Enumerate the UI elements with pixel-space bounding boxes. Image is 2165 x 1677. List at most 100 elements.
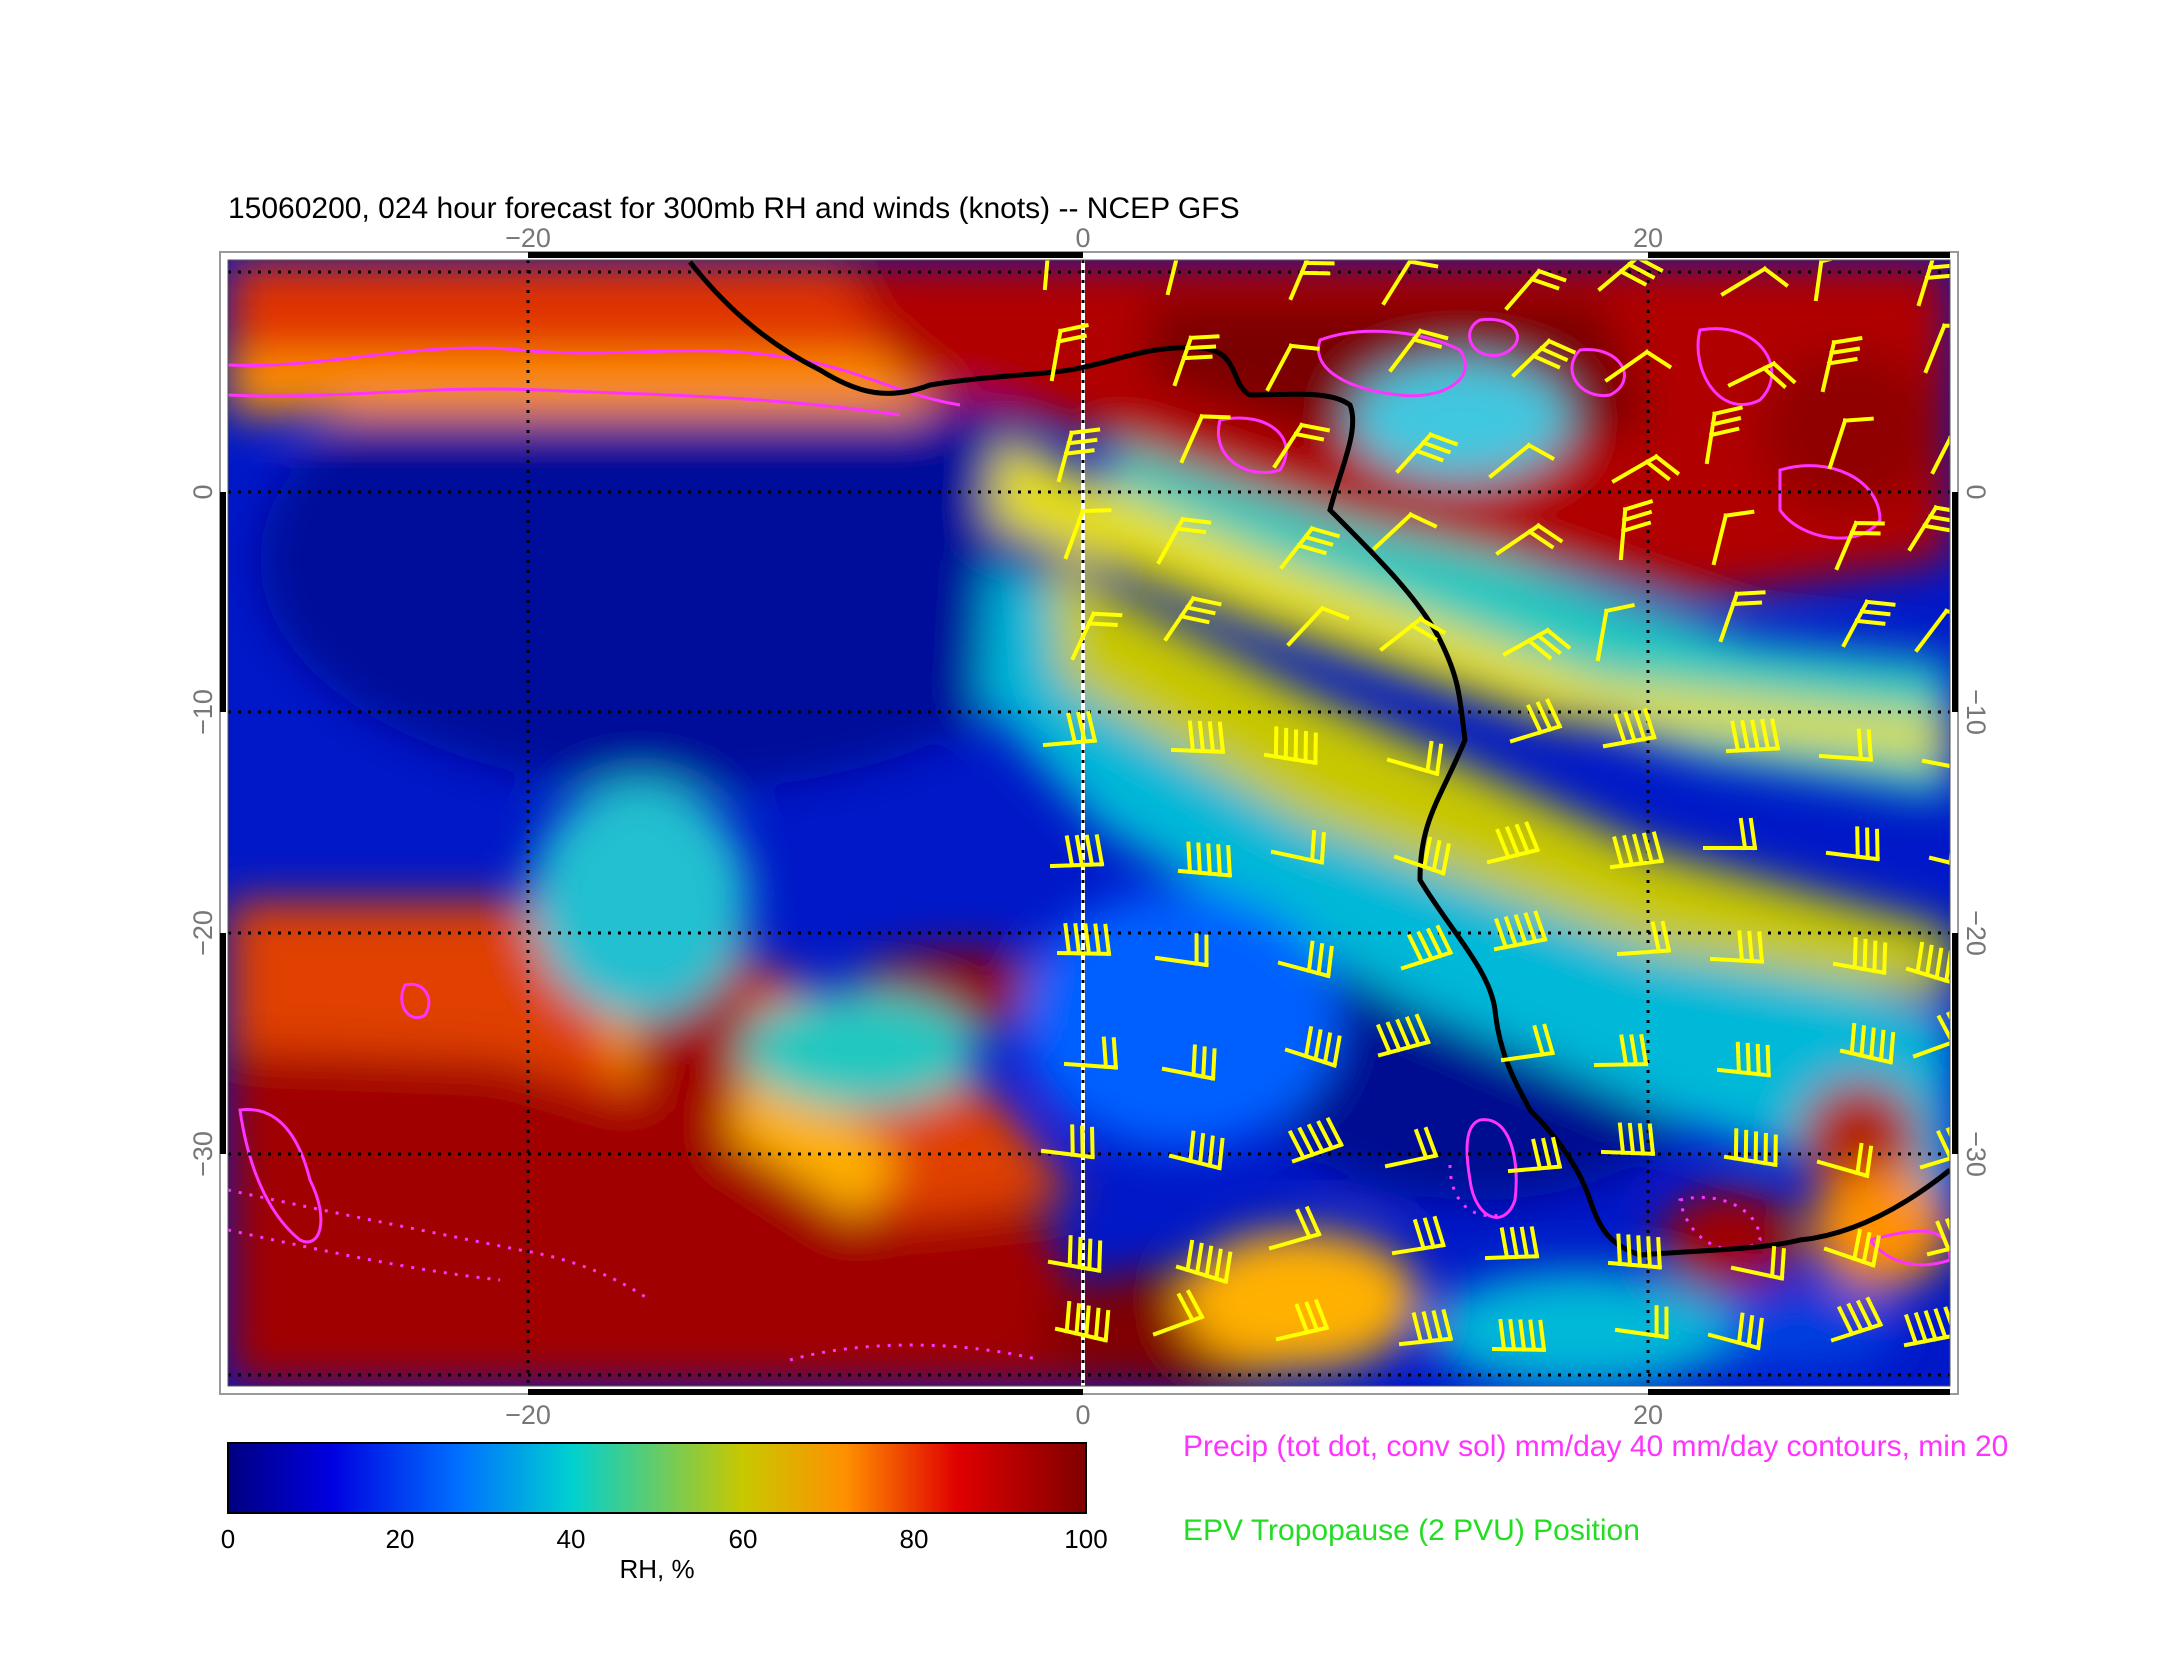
wind-barb-glyph [1495,522,1564,556]
wind-barb-glyph [1054,1300,1111,1343]
wind-barb-glyph [1040,1124,1095,1160]
wind-barb-glyph [1056,922,1112,957]
wind-barb-glyph [1165,260,1209,296]
lat-tick-right-0: 0 [1961,484,1991,499]
wind-barb-glyph [1905,941,1950,987]
colorbar-label: RH, % [619,1554,694,1584]
wind-barb [1511,338,1577,378]
wind-barb-glyph [1923,323,1950,374]
wind-barb [1618,499,1654,561]
wind-barb-glyph [1172,334,1220,387]
wind-barb-glyph [1507,1136,1563,1174]
wind-barb [1727,360,1797,389]
wind-barb [1379,616,1447,652]
wind-barb [1493,910,1548,952]
wind-barb [1042,710,1098,748]
wind-barb-glyph [1723,1128,1778,1168]
wind-barb [1270,829,1326,865]
wind-barb-glyph [1825,826,1880,862]
wind-barb-glyph [1707,1312,1764,1351]
wind-barb-glyph [1275,1298,1330,1342]
wind-barb-glyph [1916,260,1950,307]
wind-barb-glyph [1268,1205,1322,1251]
wind-barb [1816,1142,1874,1179]
wind-barb-glyph [1597,260,1664,292]
wind-barb [1704,405,1744,465]
wind-barb-glyph [1930,425,1950,475]
wind-barb-glyph [1393,836,1451,876]
wind-barb [1056,427,1101,483]
wind-barb [1823,1228,1881,1268]
wind-barb-glyph [1395,431,1459,474]
wind-barb [1179,413,1231,464]
lon-tick-top-w20: −20 [505,223,551,253]
wind-barb [1703,817,1758,851]
wind-barb-glyph [1286,605,1350,647]
wind-barb [1827,416,1874,470]
wind-barb-glyph [1284,1026,1342,1068]
colorbar: 0 20 40 60 80 100 RH, % [221,1442,1108,1584]
lon-tick-top-e20: 20 [1633,223,1663,253]
wind-barb-glyph [1070,611,1123,661]
wind-barb-glyph [1616,920,1672,957]
wind-barb [1491,1318,1547,1353]
wind-barb [1495,522,1564,556]
wind-barb [1161,1044,1217,1081]
wind-barb-glyph [1725,718,1781,754]
wind-barb [1063,508,1112,560]
wind-barb-glyph [1830,1296,1884,1343]
wind-barb [1163,595,1222,642]
wind-barb [1916,260,1950,307]
wind-barb-glyph [1177,841,1232,878]
wind-barb-glyph [1709,930,1765,964]
precip-dotted [228,1164,1762,1362]
wind-barb [1830,1296,1884,1343]
wind-barb [1730,1245,1786,1281]
lon-tick-bottom-w20: −20 [505,1400,551,1430]
wind-barb [1386,740,1444,777]
wind-barb [1905,941,1950,987]
wind-barb-glyph [1263,726,1318,766]
precip-contours [228,317,1950,1267]
wind-barb-glyph [1834,520,1885,571]
wind-barb-glyph [1711,509,1755,566]
wind-barb-glyph [1614,1305,1669,1340]
wind-barb-glyph [1609,831,1665,870]
wind-barb [1718,590,1766,643]
legend-epv: EPV Tropopause (2 PVU) Position [1183,1514,1640,1547]
wind-barb-glyph [1919,1124,1950,1170]
wind-barb [1723,1128,1778,1168]
wind-barb [1841,599,1896,648]
wind-barb-glyph [1056,427,1101,483]
wind-barb [1395,431,1459,474]
wind-barb-glyph [1388,328,1449,373]
wind-barb-glyph [1704,405,1744,465]
legend-precip: Precip (tot dot, conv sol) mm/day 40 mm/… [1183,1430,2008,1463]
wind-barb [1832,937,1888,975]
wind-barb [1391,1215,1446,1256]
wind-barb [1288,260,1339,301]
wind-barb-glyph [1720,266,1789,297]
wind-barb [1375,1013,1431,1058]
lon-tick-bottom-e20: 20 [1633,1400,1663,1430]
wind-barb-glyph [1049,834,1105,869]
map-title: 15060200, 024 hour forecast for 300mb RH… [228,192,1240,225]
wind-barb [1400,924,1454,971]
wind-barb-glyph [1042,710,1098,748]
wind-barb [1047,1235,1103,1273]
wind-barb-glyph [1600,1122,1656,1156]
lat-tick-left-0: 0 [188,484,218,499]
wind-barb [1049,322,1089,382]
wind-barb-glyph [1391,1215,1446,1256]
wind-barb [1054,1300,1111,1343]
wind-barb-glyph [1607,1233,1662,1270]
wind-barb-glyph [1730,1245,1786,1281]
wind-barb [1834,520,1885,571]
wind-barb-glyph [1175,1239,1233,1285]
wind-barb [1384,1126,1439,1169]
wind-barb-glyph [1611,453,1681,484]
wind-barb-glyph [1277,940,1334,979]
lon-tick-top-0: 0 [1075,223,1090,253]
wind-barb-glyph [1907,504,1950,552]
wind-barb [1277,940,1334,979]
